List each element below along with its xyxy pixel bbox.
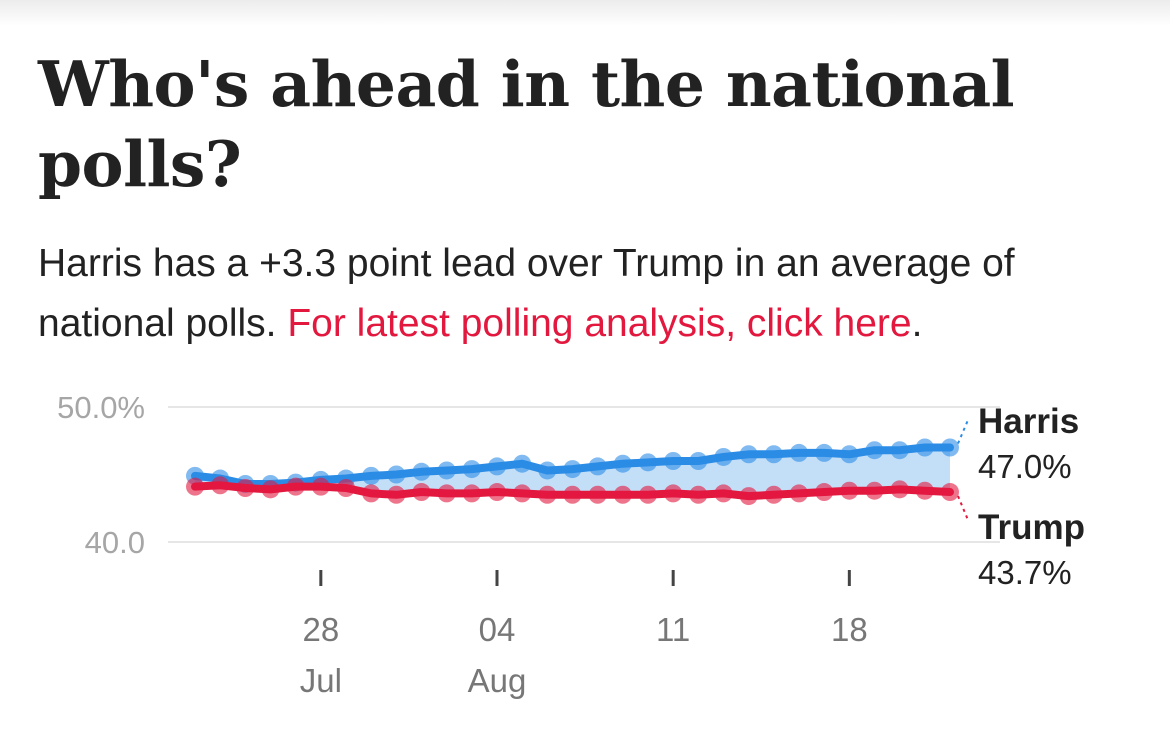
trump-point [362, 484, 381, 503]
trump-point [714, 484, 733, 503]
x-tick-label: 11 [656, 611, 690, 648]
trump-point [488, 483, 506, 502]
harris-point [412, 462, 431, 481]
harris-value-label: 47.0% [978, 448, 1072, 485]
harris-point [563, 460, 582, 479]
harris-point [362, 466, 381, 485]
trump-point [286, 477, 305, 496]
trump-leader-line [957, 495, 969, 521]
harris-point [488, 457, 506, 476]
harris-point [890, 441, 909, 460]
harris-point [588, 457, 607, 476]
subtitle-period: . [911, 302, 923, 345]
grid-layer [168, 406, 1000, 543]
subtitle-text: Harris has a +3.3 point lead over Trump … [38, 242, 1015, 345]
trump-point [639, 485, 657, 504]
chart-title: Who's ahead in the national polls? [38, 47, 1015, 201]
trump-point [941, 483, 959, 502]
trump-point [538, 485, 557, 504]
harris-point [462, 460, 481, 479]
harris-point [915, 438, 934, 457]
harris-point [664, 452, 683, 470]
trump-point [412, 483, 431, 502]
harris-point [815, 443, 834, 462]
top-shadow [0, 0, 1170, 26]
trump-point [790, 484, 808, 503]
series-layer [186, 438, 959, 506]
harris-point [513, 454, 532, 473]
harris-point [790, 443, 808, 462]
trump-point [513, 484, 532, 503]
trump-point [311, 477, 330, 496]
trump-point [915, 481, 934, 500]
trump-label: Trump [978, 508, 1085, 547]
harris-point [613, 454, 632, 473]
x-tick-month-label: Jul [300, 662, 342, 699]
trump-point [236, 479, 255, 497]
y-tick-label: 40.0 [85, 525, 145, 560]
x-tick-month-label: Aug [468, 662, 527, 699]
harris-point [714, 447, 733, 466]
harris-point [739, 445, 758, 464]
harris-point [639, 453, 657, 472]
harris-point [437, 461, 456, 480]
trump-point [588, 485, 607, 504]
trump-point [462, 484, 481, 503]
harris-point [387, 465, 406, 484]
harris-leader-line [957, 419, 969, 444]
polling-line-chart: 50.0% 40.0 28 Jul 04 Aug 11 18 Harris 47.0% Trump… [57, 390, 1085, 699]
trump-point [437, 484, 456, 503]
trump-point [664, 484, 683, 503]
y-tick-label: 50.0% [57, 390, 145, 425]
harris-point [689, 452, 708, 470]
x-tick-label: 28 [302, 611, 339, 648]
chart-subtitle: Harris has a +3.3 point lead over Trump … [38, 234, 1148, 354]
trump-point [865, 481, 884, 500]
trump-point [186, 477, 204, 496]
trump-point [840, 481, 859, 500]
label-layer: Harris 47.0% Trump 43.7% [957, 402, 1085, 591]
x-tick-label: 18 [831, 611, 868, 648]
polling-analysis-link[interactable]: For latest polling analysis, click here [287, 302, 912, 345]
x-tick-label: 04 [479, 611, 516, 648]
harris-point [941, 438, 959, 457]
trump-point [337, 479, 355, 497]
trump-point [815, 483, 834, 502]
harris-label: Harris [978, 402, 1079, 441]
trump-point [689, 485, 708, 504]
harris-point [538, 461, 557, 480]
harris-point [865, 441, 884, 460]
trump-point [563, 485, 582, 504]
trump-point [387, 485, 406, 504]
trump-point [211, 476, 230, 495]
trump-point [764, 485, 783, 504]
harris-point [840, 445, 859, 464]
harris-point [764, 445, 783, 464]
axis-layer: 50.0% 40.0 28 Jul 04 Aug 11 18 [57, 390, 868, 699]
trump-point [261, 480, 280, 499]
trump-value-label: 43.7% [978, 554, 1072, 591]
trump-point [890, 480, 909, 499]
trump-point [613, 485, 632, 504]
trump-point [739, 487, 758, 506]
